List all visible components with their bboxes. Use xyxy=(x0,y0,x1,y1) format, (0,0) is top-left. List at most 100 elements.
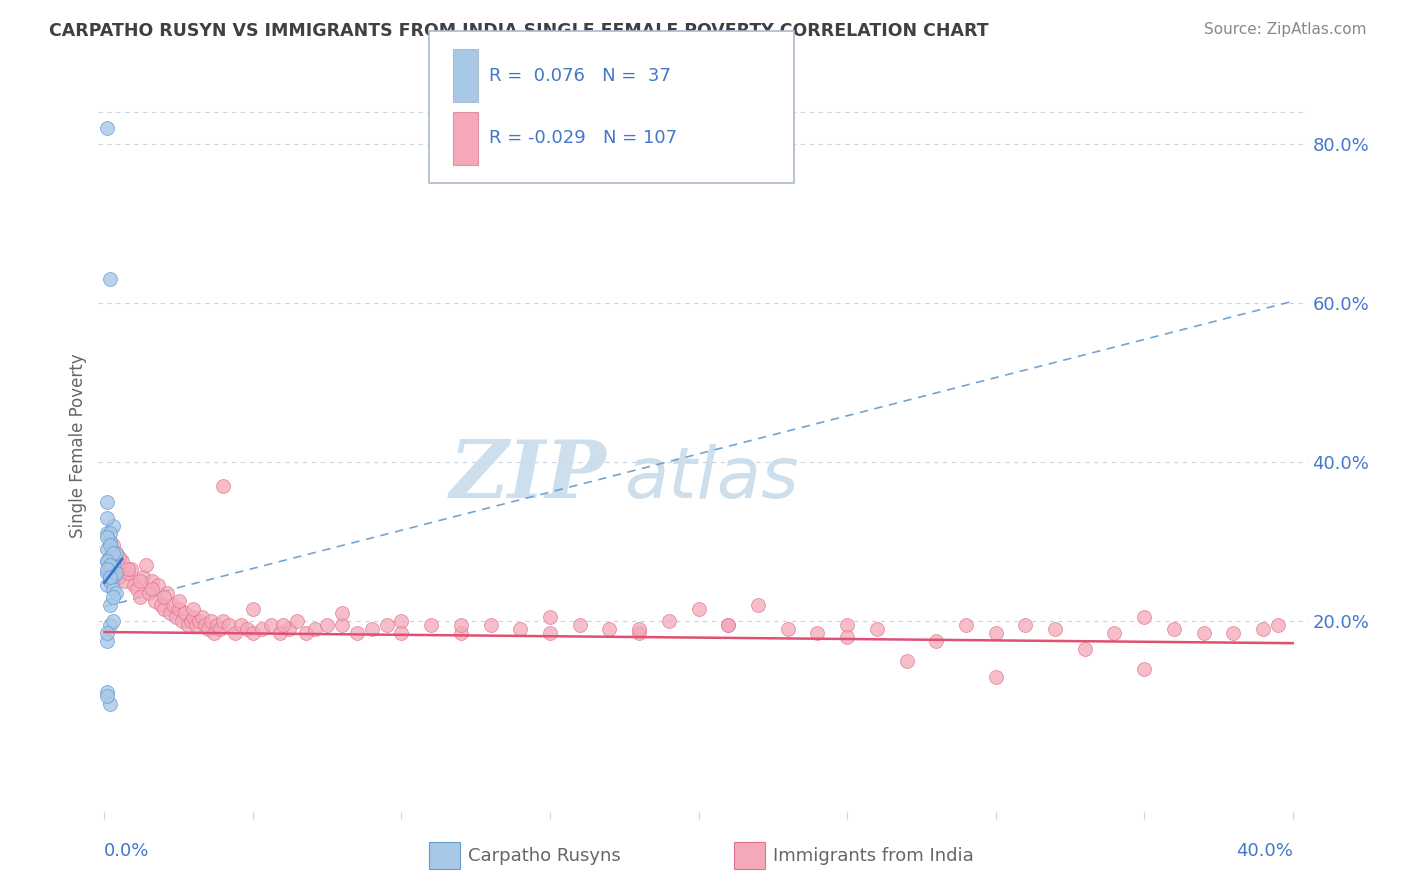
Point xyxy=(391,625,413,640)
Point xyxy=(375,618,398,632)
Point xyxy=(135,558,157,573)
Point xyxy=(269,625,291,640)
Point xyxy=(717,618,740,632)
Point xyxy=(152,590,174,604)
Point xyxy=(159,606,181,620)
Point xyxy=(835,630,858,644)
Point xyxy=(183,602,205,616)
Point xyxy=(450,618,472,632)
Point xyxy=(479,618,502,632)
Point xyxy=(141,582,163,596)
Point xyxy=(186,618,208,632)
Point xyxy=(628,622,651,636)
Point xyxy=(96,690,118,704)
Point xyxy=(1074,641,1097,656)
Point xyxy=(105,566,128,581)
Point xyxy=(103,546,125,560)
Point xyxy=(129,574,152,589)
Point xyxy=(176,618,198,632)
Point xyxy=(162,598,184,612)
Point xyxy=(98,570,121,584)
Text: Immigrants from India: Immigrants from India xyxy=(773,847,974,865)
Point xyxy=(96,510,118,524)
Point xyxy=(1014,618,1036,632)
Point xyxy=(96,542,118,557)
Point xyxy=(111,554,134,568)
Point xyxy=(96,494,118,508)
Point xyxy=(271,618,294,632)
Point xyxy=(1133,610,1156,624)
Point xyxy=(568,618,591,632)
Point xyxy=(108,570,131,584)
Point xyxy=(98,598,121,612)
Point xyxy=(1133,662,1156,676)
Point xyxy=(96,685,118,699)
Point xyxy=(260,618,283,632)
Point xyxy=(984,625,1007,640)
Point xyxy=(143,594,166,608)
Point xyxy=(98,558,121,573)
Point xyxy=(194,618,217,632)
Point xyxy=(96,562,118,576)
Point xyxy=(896,654,918,668)
Point xyxy=(346,625,368,640)
Point xyxy=(420,618,443,632)
Point xyxy=(212,614,235,628)
Point xyxy=(132,570,155,584)
Point xyxy=(277,622,299,636)
Point xyxy=(96,566,118,581)
Point xyxy=(165,610,187,624)
Point xyxy=(218,618,240,632)
Point xyxy=(170,614,193,628)
Point xyxy=(103,538,125,552)
Point xyxy=(105,546,128,560)
Point xyxy=(242,602,264,616)
Point xyxy=(925,633,948,648)
Point xyxy=(688,602,710,616)
Point xyxy=(129,590,152,604)
Point xyxy=(747,598,769,612)
Point xyxy=(180,614,202,628)
Point xyxy=(628,625,651,640)
Point xyxy=(955,618,977,632)
Point xyxy=(538,610,561,624)
Point xyxy=(717,618,740,632)
Point xyxy=(330,606,353,620)
Y-axis label: Single Female Poverty: Single Female Poverty xyxy=(69,354,87,538)
Point xyxy=(103,590,125,604)
Point xyxy=(98,272,121,286)
Point xyxy=(200,614,222,628)
Point xyxy=(202,625,225,640)
Point xyxy=(776,622,799,636)
Point xyxy=(96,554,118,568)
Point xyxy=(167,602,190,616)
Point xyxy=(207,618,229,632)
Text: 0.0%: 0.0% xyxy=(104,842,149,860)
Point xyxy=(167,594,190,608)
Point xyxy=(391,614,413,628)
Point xyxy=(98,558,121,573)
Point xyxy=(98,538,121,552)
Point xyxy=(1222,625,1244,640)
Point xyxy=(806,625,828,640)
Text: atlas: atlas xyxy=(624,444,799,514)
Point xyxy=(183,610,205,624)
Point xyxy=(360,622,382,636)
Point xyxy=(295,625,318,640)
Point xyxy=(98,618,121,632)
Text: Carpatho Rusyns: Carpatho Rusyns xyxy=(468,847,621,865)
Point xyxy=(1104,625,1126,640)
Point xyxy=(117,562,139,576)
Point xyxy=(114,574,136,589)
Point xyxy=(304,622,326,636)
Point xyxy=(98,534,121,549)
Point xyxy=(103,582,125,596)
Point xyxy=(96,530,118,544)
Point xyxy=(209,622,232,636)
Point xyxy=(1163,622,1185,636)
Point xyxy=(103,614,125,628)
Point xyxy=(108,550,131,565)
Point xyxy=(509,622,531,636)
Point xyxy=(96,526,118,541)
Point xyxy=(236,622,259,636)
